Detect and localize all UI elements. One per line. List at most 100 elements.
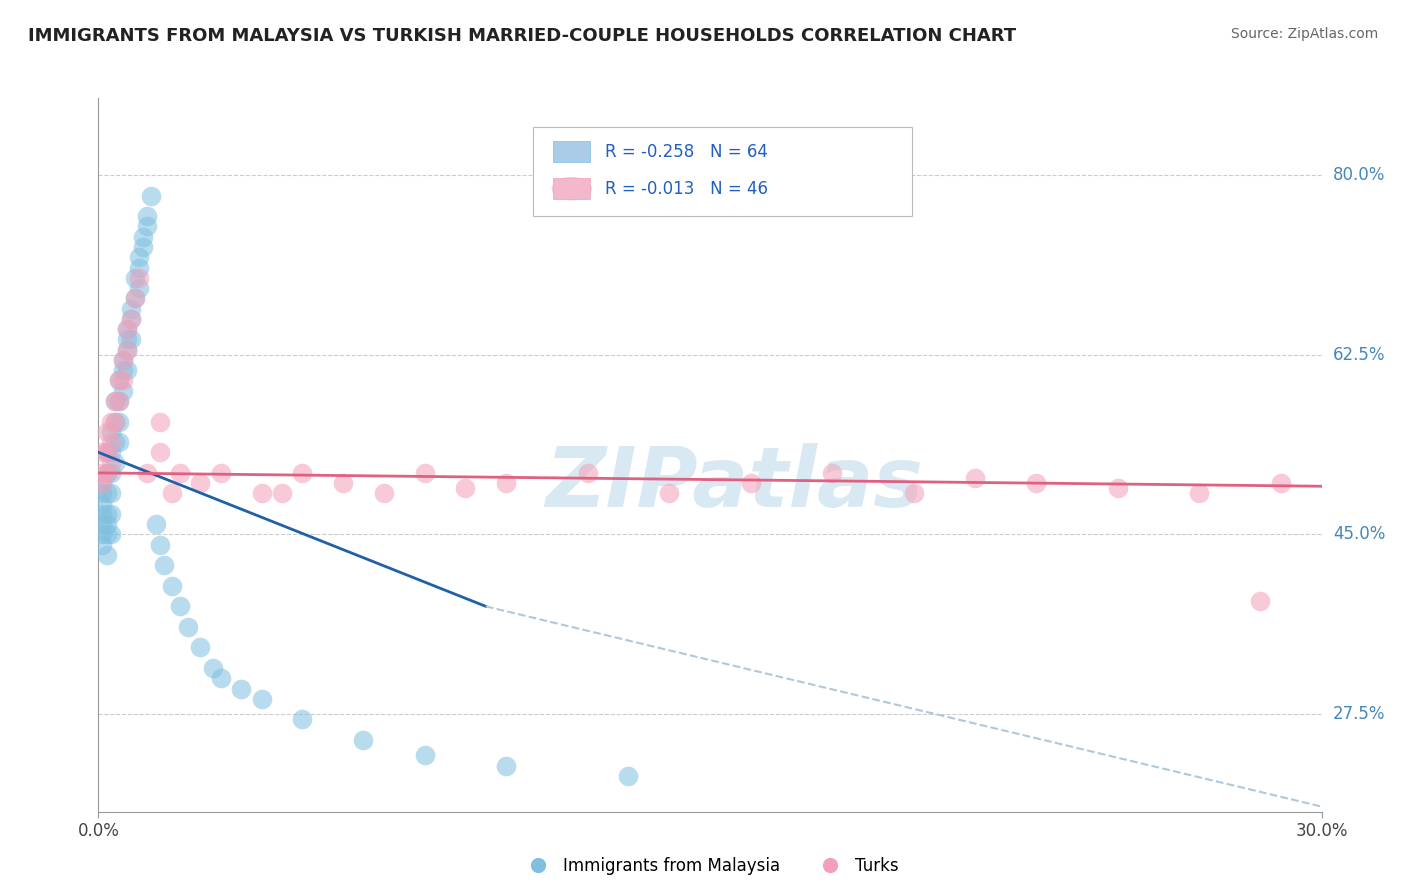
Point: [96, 548, 118, 562]
Text: 27.5%: 27.5%: [1333, 706, 1385, 723]
Point: [250, 691, 273, 706]
Point: [201, 661, 224, 675]
Point: [100, 466, 122, 480]
Point: [128, 270, 150, 285]
Point: [576, 466, 599, 480]
Point: [495, 476, 517, 491]
Text: IMMIGRANTS FROM MALAYSIA VS TURKISH MARRIED-COUPLE HOUSEHOLDS CORRELATION CHART: IMMIGRANTS FROM MALAYSIA VS TURKISH MARR…: [28, 27, 1017, 45]
Point: [188, 640, 212, 655]
Point: [104, 435, 127, 450]
Bar: [554, 178, 591, 200]
Point: [100, 527, 122, 541]
FancyBboxPatch shape: [533, 127, 912, 216]
Point: [352, 732, 374, 747]
Point: [160, 486, 183, 500]
Point: [104, 394, 127, 409]
Point: [108, 374, 131, 388]
Point: [111, 353, 134, 368]
Point: [169, 466, 191, 480]
Text: R = -0.013   N = 46: R = -0.013 N = 46: [605, 180, 768, 198]
Point: [209, 466, 232, 480]
Point: [108, 435, 131, 450]
Point: [136, 209, 159, 223]
Point: [104, 456, 127, 470]
Point: [120, 311, 142, 326]
Point: [115, 343, 138, 357]
Point: [965, 471, 987, 485]
Point: [231, 681, 253, 696]
Point: [96, 466, 118, 480]
Text: ZIPatlas: ZIPatlas: [546, 443, 924, 524]
Point: [104, 415, 127, 429]
Point: [1270, 476, 1292, 491]
Text: Source: ZipAtlas.com: Source: ZipAtlas.com: [1230, 27, 1378, 41]
Point: [100, 456, 122, 470]
Point: [96, 517, 118, 532]
Point: [100, 445, 122, 459]
Point: [903, 486, 925, 500]
Point: [188, 476, 212, 491]
Point: [413, 466, 436, 480]
Point: [141, 188, 163, 202]
Point: [124, 270, 146, 285]
Text: 62.5%: 62.5%: [1333, 346, 1385, 364]
Point: [454, 481, 477, 495]
Point: [291, 466, 314, 480]
Point: [96, 445, 118, 459]
Point: [120, 301, 142, 316]
Point: [96, 466, 118, 480]
Point: [413, 748, 436, 763]
Point: [96, 486, 118, 500]
Point: [100, 435, 122, 450]
Point: [291, 712, 314, 726]
Point: [104, 394, 127, 409]
Point: [177, 620, 200, 634]
Point: [111, 374, 134, 388]
Point: [108, 374, 131, 388]
Point: [115, 322, 138, 336]
Point: [91, 476, 114, 491]
Point: [658, 486, 681, 500]
Point: [108, 394, 131, 409]
Point: [115, 343, 138, 357]
Point: [149, 415, 172, 429]
Point: [128, 250, 150, 264]
Point: [332, 476, 354, 491]
Point: [149, 445, 172, 459]
Point: [91, 507, 114, 521]
Point: [1249, 594, 1271, 608]
Point: [96, 507, 118, 521]
Point: [149, 538, 172, 552]
Point: [132, 240, 155, 254]
Point: [91, 527, 114, 541]
Point: [1188, 486, 1211, 500]
Point: [132, 229, 155, 244]
Point: [111, 363, 134, 377]
Point: [100, 507, 122, 521]
Point: [120, 311, 142, 326]
Point: [373, 486, 395, 500]
Text: 45.0%: 45.0%: [1333, 525, 1385, 543]
Point: [128, 281, 150, 295]
Point: [145, 517, 167, 532]
Text: R = -0.258   N = 64: R = -0.258 N = 64: [605, 143, 768, 161]
Point: [120, 333, 142, 347]
Point: [91, 517, 114, 532]
Point: [136, 219, 159, 234]
Point: [96, 425, 118, 439]
Point: [100, 425, 122, 439]
Bar: [554, 141, 591, 162]
Point: [91, 445, 114, 459]
Point: [115, 333, 138, 347]
Point: [169, 599, 191, 614]
Point: [1025, 476, 1047, 491]
Point: [100, 415, 122, 429]
Circle shape: [551, 177, 592, 201]
Point: [111, 353, 134, 368]
Point: [108, 415, 131, 429]
Point: [91, 497, 114, 511]
Point: [250, 486, 273, 500]
Point: [740, 476, 762, 491]
Point: [160, 579, 183, 593]
Point: [115, 322, 138, 336]
